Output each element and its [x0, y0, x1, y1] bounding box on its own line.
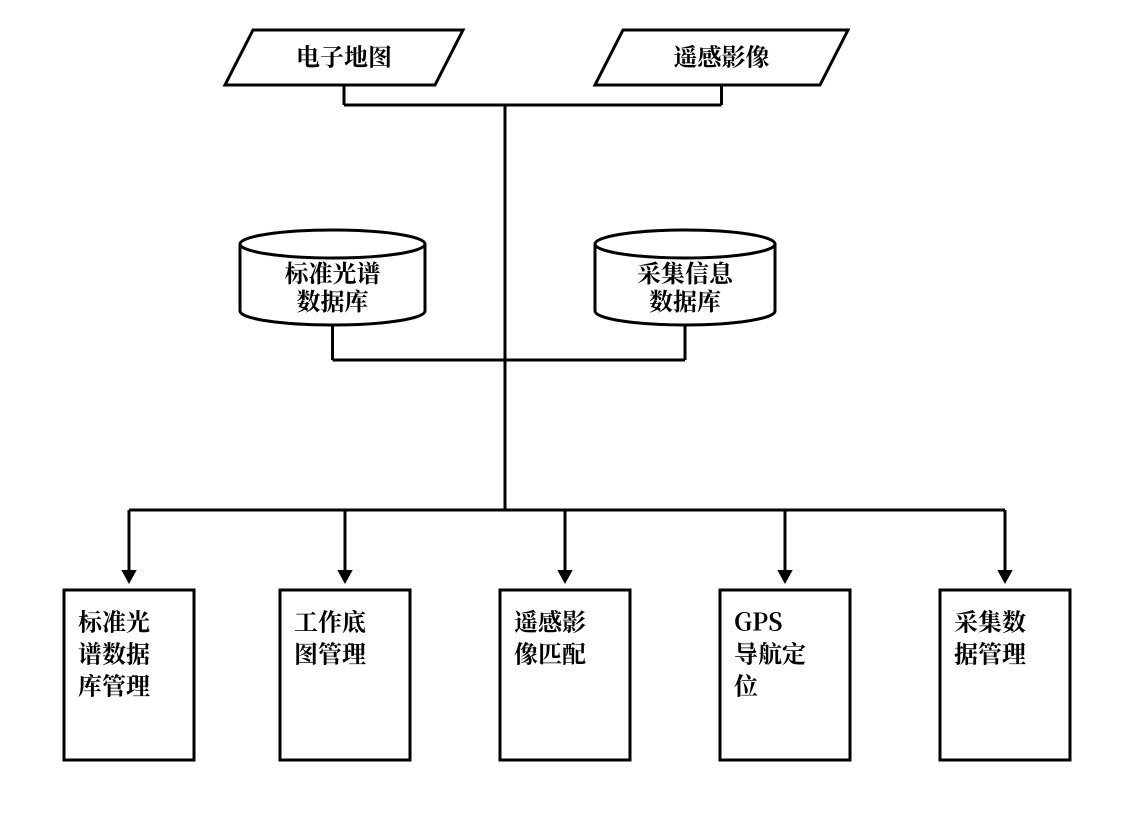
spec_db-label-1: 数据库	[297, 282, 369, 317]
emap-label: 电子地图	[296, 38, 392, 73]
m4-module: GPS导航定位	[720, 590, 850, 760]
rsimg-label: 遥感影像	[674, 38, 770, 73]
rsimg-input: 遥感影像	[595, 30, 848, 85]
coll_db-label-1: 数据库	[649, 282, 721, 317]
m5-module: 采集数据管理	[940, 590, 1070, 760]
m1-label-0: 标准光	[78, 602, 150, 637]
m1-label-2: 库管理	[78, 666, 150, 701]
m2-module: 工作底图管理	[280, 590, 410, 760]
spec_db-db: 标准光谱数据库	[240, 230, 425, 325]
m2-label-0: 工作底	[294, 602, 366, 637]
m3-label-0: 遥感影	[514, 602, 586, 637]
m3-label-1: 像匹配	[514, 634, 586, 669]
m5-label-0: 采集数	[954, 602, 1026, 637]
m1-label-1: 谱数据	[78, 634, 150, 669]
m4-label-0: GPS	[734, 602, 783, 637]
m5-label-1: 据管理	[954, 634, 1026, 669]
m1-module: 标准光谱数据库管理	[64, 590, 194, 760]
m4-label-1: 导航定	[734, 634, 806, 669]
m3-module: 遥感影像匹配	[500, 590, 630, 760]
emap-input: 电子地图	[225, 30, 463, 85]
m4-label-2: 位	[734, 666, 758, 701]
m2-label-1: 图管理	[294, 634, 366, 669]
coll_db-db: 采集信息数据库	[595, 230, 775, 325]
